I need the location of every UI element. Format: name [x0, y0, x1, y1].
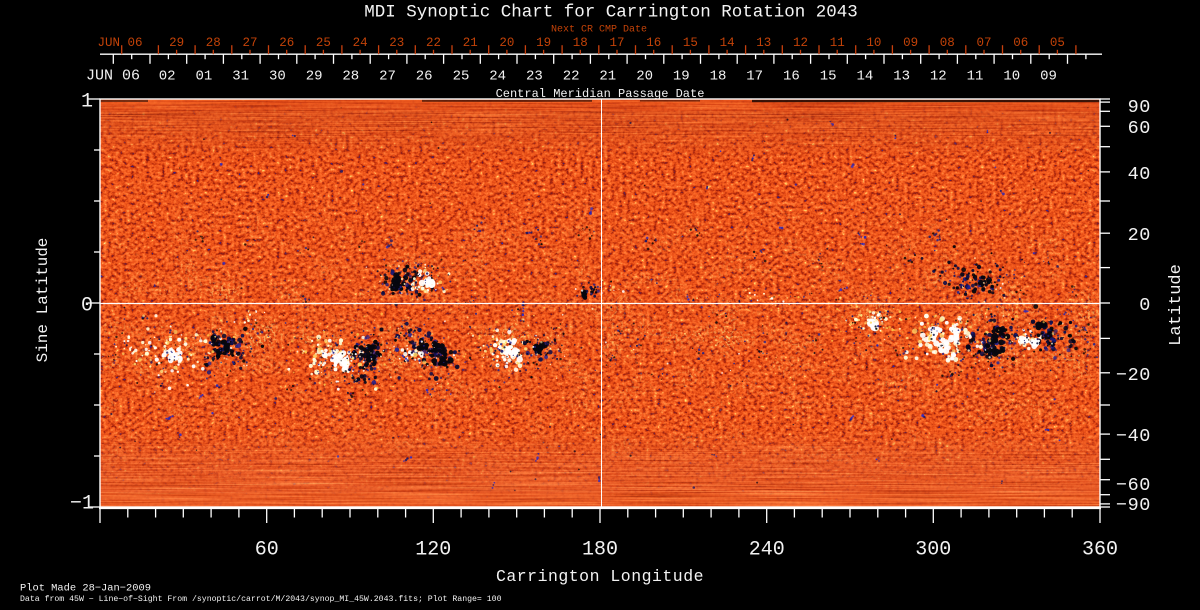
svg-text:22: 22 — [563, 69, 580, 85]
svg-text:24: 24 — [353, 36, 368, 50]
svg-text:Latitude: Latitude — [1167, 264, 1186, 346]
svg-text:240: 240 — [749, 539, 785, 562]
svg-text:60: 60 — [255, 539, 279, 562]
svg-text:23: 23 — [389, 36, 404, 50]
svg-text:13: 13 — [893, 69, 910, 85]
svg-text:19: 19 — [673, 69, 690, 85]
svg-text:16: 16 — [646, 36, 661, 50]
svg-text:24: 24 — [489, 69, 506, 85]
svg-text:Data from 45W − Line−of−Sight: Data from 45W − Line−of−Sight From /syno… — [20, 594, 502, 604]
svg-text:18: 18 — [710, 69, 727, 85]
svg-text:31: 31 — [232, 69, 249, 85]
svg-text:MDI Synoptic Chart for Carring: MDI Synoptic Chart for Carrington Rotati… — [364, 3, 858, 23]
svg-text:11: 11 — [830, 36, 845, 50]
svg-text:120: 120 — [415, 539, 451, 562]
svg-text:26: 26 — [416, 69, 433, 85]
svg-text:14: 14 — [856, 69, 873, 85]
svg-text:Carrington Longitude: Carrington Longitude — [496, 567, 704, 586]
svg-text:21: 21 — [599, 69, 616, 85]
svg-text:26: 26 — [279, 36, 294, 50]
svg-text:360: 360 — [1082, 539, 1118, 562]
svg-text:09: 09 — [1040, 69, 1057, 85]
svg-text:Plot Made 28−Jan−2009: Plot Made 28−Jan−2009 — [20, 583, 151, 595]
svg-text:08: 08 — [940, 36, 955, 50]
svg-text:10: 10 — [1003, 69, 1020, 85]
svg-text:180: 180 — [582, 539, 618, 562]
svg-text:23: 23 — [526, 69, 543, 85]
svg-text:300: 300 — [915, 539, 951, 562]
svg-text:15: 15 — [683, 36, 698, 50]
svg-text:14: 14 — [720, 36, 735, 50]
svg-text:13: 13 — [756, 36, 771, 50]
svg-text:16: 16 — [783, 69, 800, 85]
svg-text:27: 27 — [379, 69, 396, 85]
svg-text:25: 25 — [453, 69, 470, 85]
svg-text:06: 06 — [1013, 36, 1028, 50]
svg-text:01: 01 — [195, 69, 212, 85]
svg-text:25: 25 — [316, 36, 331, 50]
svg-text:28: 28 — [206, 36, 221, 50]
svg-text:02: 02 — [159, 69, 176, 85]
svg-text:20: 20 — [1128, 225, 1151, 246]
svg-text:19: 19 — [536, 36, 551, 50]
svg-text:0: 0 — [81, 295, 93, 318]
svg-text:27: 27 — [242, 36, 257, 50]
svg-text:05: 05 — [1050, 36, 1065, 50]
svg-text:12: 12 — [930, 69, 947, 85]
svg-text:29: 29 — [306, 69, 323, 85]
svg-text:−60: −60 — [1116, 475, 1151, 496]
svg-text:21: 21 — [463, 36, 478, 50]
svg-text:17: 17 — [609, 36, 624, 50]
svg-text:12: 12 — [793, 36, 808, 50]
svg-text:1: 1 — [81, 91, 93, 114]
svg-text:−40: −40 — [1116, 426, 1151, 447]
svg-text:28: 28 — [342, 69, 359, 85]
svg-text:Next CR CMP Date: Next CR CMP Date — [551, 25, 647, 36]
svg-text:11: 11 — [967, 69, 984, 85]
svg-text:40: 40 — [1128, 164, 1151, 185]
svg-text:60: 60 — [1128, 118, 1151, 139]
svg-text:Sine Latitude: Sine Latitude — [34, 238, 52, 363]
svg-text:JUN 06: JUN 06 — [86, 68, 140, 85]
svg-text:22: 22 — [426, 36, 441, 50]
svg-text:Central Meridian Passage Date: Central Meridian Passage Date — [496, 87, 705, 101]
svg-text:09: 09 — [903, 36, 918, 50]
svg-text:JUN 06: JUN 06 — [97, 36, 142, 50]
svg-text:20: 20 — [499, 36, 514, 50]
svg-text:10: 10 — [866, 36, 881, 50]
svg-text:0: 0 — [1139, 295, 1151, 316]
svg-text:−1: −1 — [70, 493, 94, 516]
svg-text:−90: −90 — [1116, 495, 1151, 516]
svg-text:15: 15 — [820, 69, 837, 85]
svg-text:17: 17 — [746, 69, 763, 85]
svg-text:20: 20 — [636, 69, 653, 85]
svg-text:90: 90 — [1128, 97, 1151, 118]
svg-text:29: 29 — [169, 36, 184, 50]
svg-text:30: 30 — [269, 69, 286, 85]
svg-text:−20: −20 — [1116, 365, 1151, 386]
svg-text:07: 07 — [976, 36, 991, 50]
svg-text:18: 18 — [573, 36, 588, 50]
